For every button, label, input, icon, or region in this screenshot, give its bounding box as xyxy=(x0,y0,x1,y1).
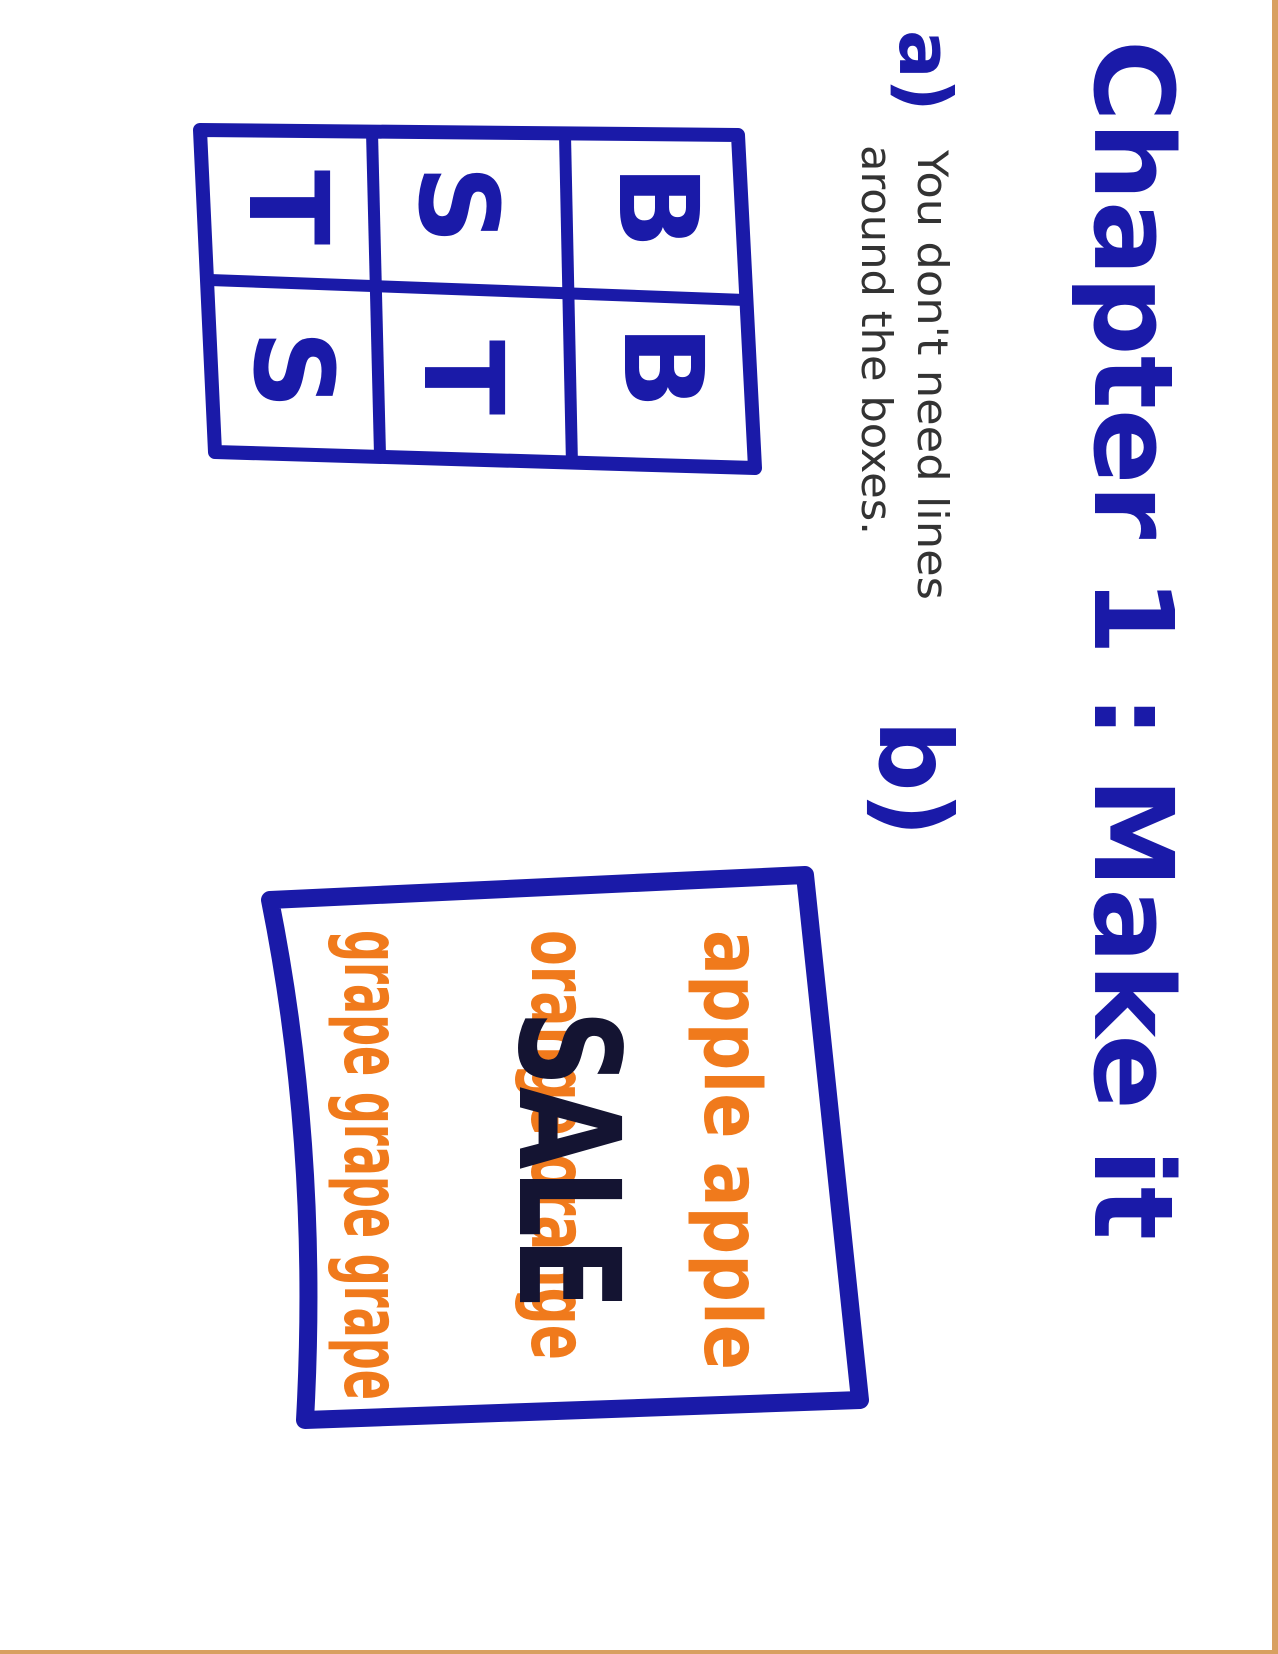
part-a-note-line2: around the boxes. xyxy=(852,145,901,535)
part-a-label: a) xyxy=(883,30,967,112)
grid-cell-top-2: S xyxy=(394,165,522,244)
grid-cell-bottom-3: B xyxy=(599,325,727,409)
chapter-title: Chapter 1 : Make it xyxy=(1069,40,1197,1240)
grid-cell-top-1: T xyxy=(224,170,352,245)
sale-sign-border xyxy=(261,866,869,1429)
table-edge-right xyxy=(1272,0,1278,1654)
letter-grid xyxy=(193,123,762,475)
table-edge-bottom xyxy=(0,1650,1278,1654)
fruit-line-1: apple apple xyxy=(686,930,776,1370)
fruit-line-3: grape grape grape xyxy=(326,930,416,1400)
grid-cell-bottom-2: T xyxy=(399,340,527,415)
sale-word: SALE xyxy=(486,1010,649,1310)
part-b-label: b) xyxy=(856,720,973,837)
fruit-line-2: orange orange xyxy=(513,930,603,1360)
part-a-note-line1: You don't need lines xyxy=(908,149,957,600)
grid-cell-bottom-1: S xyxy=(229,330,357,409)
grid-cell-top-3: B xyxy=(594,165,722,249)
